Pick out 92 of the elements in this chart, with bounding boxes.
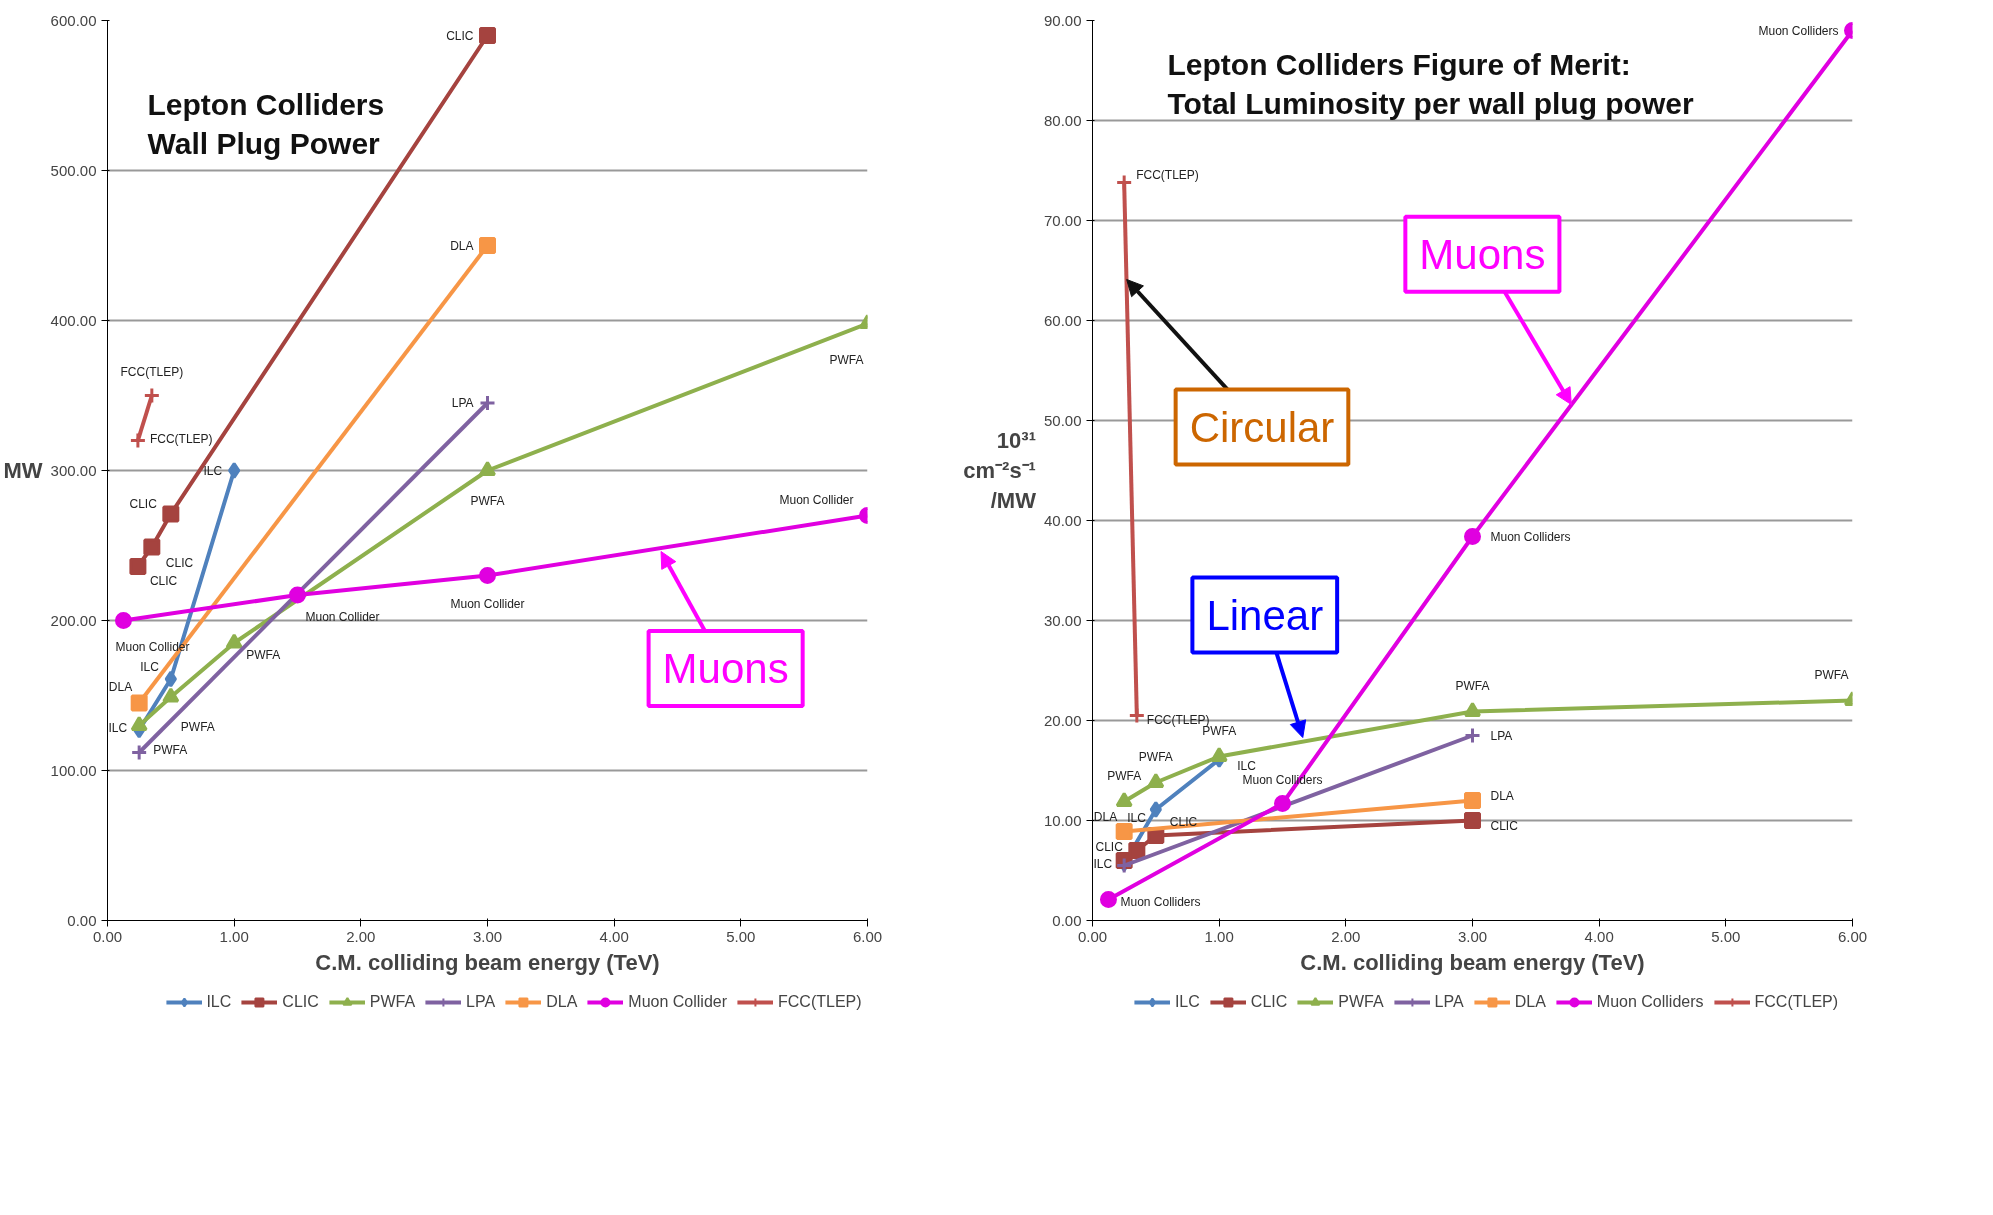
y-tick-label: 200.00: [50, 611, 97, 629]
x-tick-label: 1.00: [1204, 927, 1234, 945]
data-label: ILC: [203, 463, 223, 478]
x-tick-label: 3.00: [1457, 927, 1488, 945]
y-tick-label: 10.00: [1043, 811, 1082, 829]
y-tick-label: 0.00: [1052, 911, 1082, 929]
data-label: Muon Collider: [305, 610, 380, 624]
data-label: FCC(TLEP): [120, 364, 184, 379]
x-axis-title: C.M. colliding beam energy (TeV): [315, 949, 660, 975]
data-label: ILC: [108, 721, 128, 735]
y-tick-label: 90.00: [1043, 11, 1082, 29]
text: Lepton Colliders Wall Plug Power: [147, 87, 385, 161]
x-axis-title: C.M. colliding beam energy (TeV): [1300, 949, 1645, 975]
data-label: DLA: [1093, 809, 1118, 824]
x-tick-label: 6.00: [1837, 927, 1868, 945]
legend-label: PWFA: [369, 993, 416, 1011]
data-label: Muon Colliders: [1490, 529, 1571, 544]
data-label: FCC(TLEP): [1136, 167, 1199, 182]
data-label: PWFA: [470, 493, 505, 508]
legend-label: LPA: [1434, 993, 1464, 1011]
data-label: PWFA: [1814, 667, 1849, 682]
legend-label: CLIC: [282, 993, 319, 1011]
data-label: CLIC: [149, 573, 178, 588]
legend-label: LPA: [466, 993, 496, 1011]
legend-label: PWFA: [1338, 993, 1384, 1011]
y-tick-label: 40.00: [1043, 511, 1082, 529]
y-axis-title: MW: [3, 458, 43, 483]
annotation: Muons: [662, 645, 789, 692]
y-tick-label: 30.00: [1043, 611, 1082, 629]
x-tick-label: 4.00: [599, 927, 629, 945]
data-label: PWFA: [1138, 749, 1173, 764]
data-label: PWFA: [180, 720, 215, 734]
legend-label: DLA: [546, 993, 578, 1011]
data-label: DLA: [108, 680, 133, 694]
data-label: LPA: [451, 396, 474, 410]
y-tick-label: 70.00: [1043, 211, 1082, 229]
data-label: ILC: [1093, 856, 1113, 871]
data-label: LPA: [1490, 728, 1513, 743]
annotation: Circular: [1189, 403, 1335, 451]
data-label: CLIC: [446, 28, 474, 43]
data-label: Muon Collider: [450, 596, 525, 611]
x-tick-label: 5.00: [726, 927, 756, 945]
data-label: Muon Colliders: [1120, 894, 1201, 909]
legend-label: FCC(TLEP): [778, 993, 862, 1011]
y-tick-label: 300.00: [50, 461, 97, 479]
y-tick-label: 50.00: [1043, 411, 1082, 429]
data-label: ILC: [140, 660, 160, 674]
x-tick-label: 2.00: [346, 927, 376, 945]
data-label: PWFA: [153, 742, 188, 757]
legend-label: ILC: [1174, 993, 1200, 1011]
legend-label: FCC(TLEP): [1754, 993, 1839, 1011]
data-label: PWFA: [246, 648, 281, 662]
y-tick-label: 60.00: [1043, 311, 1082, 329]
data-label: ILC: [1127, 810, 1147, 825]
x-tick-label: 3.00: [472, 927, 503, 945]
x-tick-label: 2.00: [1331, 927, 1361, 945]
data-label: CLIC: [129, 497, 158, 511]
y-tick-label: 600.00: [50, 11, 97, 29]
x-tick-label: 1.00: [219, 927, 249, 945]
data-label: CLIC: [1095, 839, 1124, 854]
legend-label: ILC: [206, 993, 232, 1011]
legend-label: Muon Colliders: [1596, 993, 1704, 1011]
data-label: ILC: [1237, 758, 1257, 773]
annotation: Linear: [1206, 591, 1324, 639]
annotation: Muons: [1419, 230, 1546, 278]
y-axis-title: 10³¹ cm⁻²s⁻¹ /MW: [963, 428, 1037, 513]
data-label: CLIC: [1169, 814, 1198, 829]
legend-label: Muon Collider: [628, 993, 728, 1011]
data-label: CLIC: [1490, 818, 1519, 833]
data-label: PWFA: [829, 352, 864, 367]
x-tick-label: 0.00: [92, 927, 123, 945]
data-label: PWFA: [1455, 678, 1490, 693]
x-tick-label: 6.00: [852, 927, 883, 945]
y-tick-label: 20.00: [1043, 711, 1082, 729]
y-tick-label: 400.00: [50, 311, 97, 329]
legend-label: CLIC: [1250, 993, 1288, 1011]
y-tick-label: 100.00: [50, 761, 97, 779]
data-label: Muon Collider: [779, 492, 854, 507]
y-tick-label: 0.00: [67, 911, 97, 929]
x-tick-label: 0.00: [1077, 927, 1108, 945]
data-label: Muon Colliders: [1758, 23, 1839, 38]
y-tick-label: 500.00: [50, 161, 97, 179]
data-label: FCC(TLEP): [149, 431, 213, 446]
y-tick-label: 80.00: [1043, 111, 1082, 129]
data-label: CLIC: [165, 556, 194, 570]
x-tick-label: 5.00: [1711, 927, 1741, 945]
data-label: DLA: [1490, 788, 1514, 803]
legend-label: DLA: [1514, 993, 1546, 1011]
x-tick-label: 4.00: [1584, 927, 1614, 945]
text: Lepton Colliders Figure of Merit: Total Luminosity per wall plug power: [1167, 47, 1694, 121]
data-label: DLA: [450, 238, 474, 253]
data-label: PWFA: [1107, 768, 1142, 783]
